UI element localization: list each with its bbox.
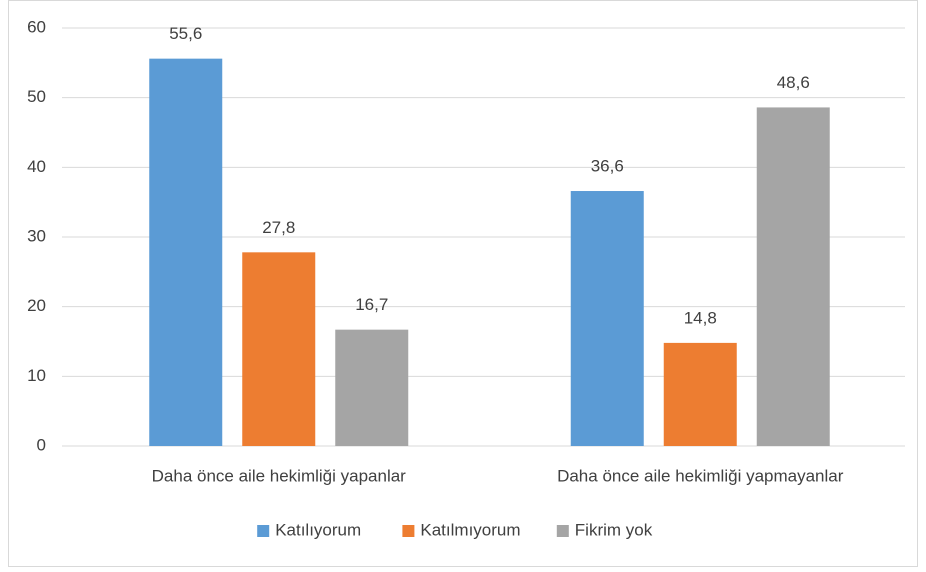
legend-label: Katılmıyorum — [420, 520, 520, 539]
bar — [242, 252, 316, 446]
data-label: 48,6 — [777, 73, 810, 92]
y-tick-label: 10 — [27, 366, 46, 385]
data-label: 16,7 — [355, 295, 388, 314]
x-tick-label: Daha önce aile hekimliği yapmayanlar — [557, 466, 844, 485]
legend-swatch — [556, 525, 569, 537]
bar — [570, 191, 644, 446]
legend-swatch — [402, 525, 415, 537]
y-tick-label: 50 — [27, 87, 46, 106]
bar — [756, 107, 830, 447]
data-label: 36,6 — [591, 157, 624, 176]
bar — [663, 342, 737, 446]
y-tick-label: 30 — [27, 226, 46, 245]
legend-label: Katılıyorum — [275, 520, 361, 539]
legend-label: Fikrim yok — [575, 520, 653, 539]
y-tick-label: 60 — [27, 17, 46, 36]
x-tick-label: Daha önce aile hekimliği yapanlar — [152, 466, 407, 485]
bar — [149, 58, 223, 447]
y-tick-label: 20 — [27, 296, 46, 315]
data-label: 55,6 — [169, 24, 202, 43]
y-tick-label: 0 — [37, 435, 46, 454]
data-label: 14,8 — [684, 308, 717, 327]
data-label: 27,8 — [262, 218, 295, 237]
bar — [335, 329, 409, 446]
y-tick-label: 40 — [27, 157, 46, 176]
legend-swatch — [257, 525, 270, 537]
